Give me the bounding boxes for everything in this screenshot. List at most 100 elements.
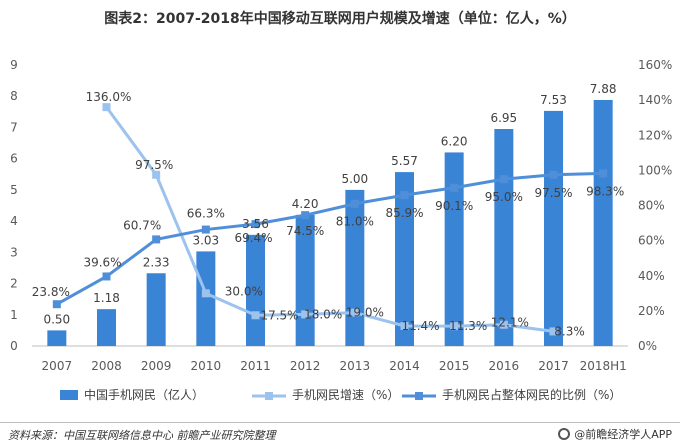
legend-label-growth: 手机网民增速（%） xyxy=(292,388,399,402)
share-value-label: 74.5% xyxy=(286,224,324,238)
growth-value-label: 136.0% xyxy=(86,90,132,104)
share-point xyxy=(499,175,508,184)
y-left-tick-label: 4 xyxy=(10,214,18,228)
legend-swatch-bar xyxy=(60,390,78,400)
footer: 资料来源：中国互联网络信息中心 前瞻产业研究院整理 @前瞻经济学人APP xyxy=(0,422,680,445)
share-value-label: 85.9% xyxy=(385,206,423,220)
growth-point xyxy=(549,327,558,336)
growth-value-label: 11.3% xyxy=(449,319,487,333)
share-point xyxy=(400,191,409,200)
bar xyxy=(593,99,613,346)
share-point xyxy=(450,183,459,192)
legend-label-bar: 中国手机网民（亿人） xyxy=(84,387,204,402)
source-note: 资料来源：中国互联网络信息中心 前瞻产业研究院整理 xyxy=(8,429,276,442)
growth-point xyxy=(450,322,459,331)
y-left-tick-label: 7 xyxy=(10,120,18,134)
share-value-label: 66.3% xyxy=(187,207,225,221)
bar-value-label: 7.88 xyxy=(590,82,617,96)
share-point xyxy=(152,235,161,244)
y-left-tick-label: 0 xyxy=(10,339,18,353)
bar-value-label: 2.33 xyxy=(143,255,170,269)
bar xyxy=(345,189,365,346)
share-line xyxy=(56,171,604,306)
bar-value-label: 5.57 xyxy=(391,154,418,168)
bar-value-label: 6.20 xyxy=(441,134,468,148)
x-tick-label: 2008 xyxy=(91,359,122,373)
growth-value-label: 17.5% xyxy=(260,308,298,322)
y-right-tick-label: 160% xyxy=(638,58,672,72)
share-value-label: 60.7% xyxy=(123,218,161,232)
x-tick-label: 2018H1 xyxy=(580,359,627,373)
x-tick-label: 2015 xyxy=(439,359,470,373)
bar xyxy=(246,234,265,346)
growth-point xyxy=(499,320,508,329)
share-value-label: 39.6% xyxy=(83,255,121,269)
x-tick-label: 2017 xyxy=(538,359,569,373)
bar-value-label: 1.18 xyxy=(93,291,120,305)
growth-point xyxy=(201,289,210,298)
y-left-tick-label: 6 xyxy=(10,152,18,166)
x-tick-label: 2014 xyxy=(389,359,420,373)
y-right-tick-label: 140% xyxy=(638,93,672,107)
share-point xyxy=(201,225,210,234)
y-right-tick-label: 0% xyxy=(638,339,657,353)
chart: 0 1 2 3 4 5 6 7 8 9 0% 20% 40% 60% 80% 100% 120% 140% 160%… xyxy=(10,58,672,402)
bar xyxy=(395,172,414,346)
share-value-label: 23.8% xyxy=(32,285,70,299)
bar-value-label: 5.00 xyxy=(341,172,368,186)
bar xyxy=(196,251,216,346)
growth-value-label: 18.0% xyxy=(304,307,342,321)
share-point xyxy=(549,170,558,179)
x-tick-label: 2016 xyxy=(489,359,520,373)
growth-line xyxy=(105,106,554,333)
y-left-tick-label: 8 xyxy=(10,89,18,103)
growth-point xyxy=(301,310,310,319)
y-left-tick-label: 9 xyxy=(10,58,18,72)
y-right-tick-label: 20% xyxy=(638,304,665,318)
share-value-label: 95.0% xyxy=(485,190,523,204)
bar-value-label: 4.20 xyxy=(292,197,319,211)
share-value-label: 69.4% xyxy=(234,231,272,245)
y-left-tick-label: 3 xyxy=(10,245,18,259)
y-right-tick-label: 60% xyxy=(638,234,665,248)
bar-value-label: 0.50 xyxy=(43,312,70,326)
x-tick-label: 2010 xyxy=(191,359,222,373)
growth-point xyxy=(152,170,161,179)
growth-point xyxy=(251,311,260,320)
share-value-label: 81.0% xyxy=(336,215,374,229)
legend-marker-share xyxy=(415,392,423,400)
brand: @前瞻经济学人APP xyxy=(558,426,672,442)
share-value-label: 98.3% xyxy=(586,184,624,198)
x-tick-label: 2011 xyxy=(240,359,271,373)
share-value-label: 90.1% xyxy=(435,199,473,213)
y-right-tick-label: 40% xyxy=(638,269,665,283)
bar-value-label: 3.03 xyxy=(192,233,219,247)
growth-value-label: 97.5% xyxy=(135,158,173,172)
bar xyxy=(494,129,514,346)
y-left-tick-label: 5 xyxy=(10,183,18,197)
growth-value-label: 12.1% xyxy=(491,316,529,330)
bar xyxy=(544,110,563,346)
bar xyxy=(146,273,166,346)
share-point xyxy=(301,211,310,220)
legend-marker-growth xyxy=(265,392,273,400)
y-left-tick-label: 1 xyxy=(10,308,18,322)
growth-point xyxy=(400,321,409,330)
x-tick-label: 2007 xyxy=(42,359,73,373)
legend-label-share: 手机网民占整体网民的比例（%） xyxy=(442,387,621,402)
brand-logo-icon xyxy=(558,428,571,440)
y-right-tick-label: 80% xyxy=(638,199,665,213)
growth-value-label: 19.0% xyxy=(346,306,384,320)
y-right-tick-label: 120% xyxy=(638,128,672,142)
share-value-label: 97.5% xyxy=(534,186,572,200)
share-point xyxy=(102,272,111,281)
growth-point xyxy=(350,308,359,317)
bar-value-label: 6.95 xyxy=(490,111,517,125)
share-point xyxy=(599,169,608,178)
growth-point xyxy=(102,103,111,112)
chart-title: 图表2：2007-2018年中国移动互联网用户规模及增速（单位：亿人，%） xyxy=(104,11,576,27)
growth-value-label: 8.3% xyxy=(554,324,585,338)
y-right-tick-label: 100% xyxy=(638,163,672,177)
share-point xyxy=(52,300,61,309)
share-point xyxy=(251,220,260,229)
